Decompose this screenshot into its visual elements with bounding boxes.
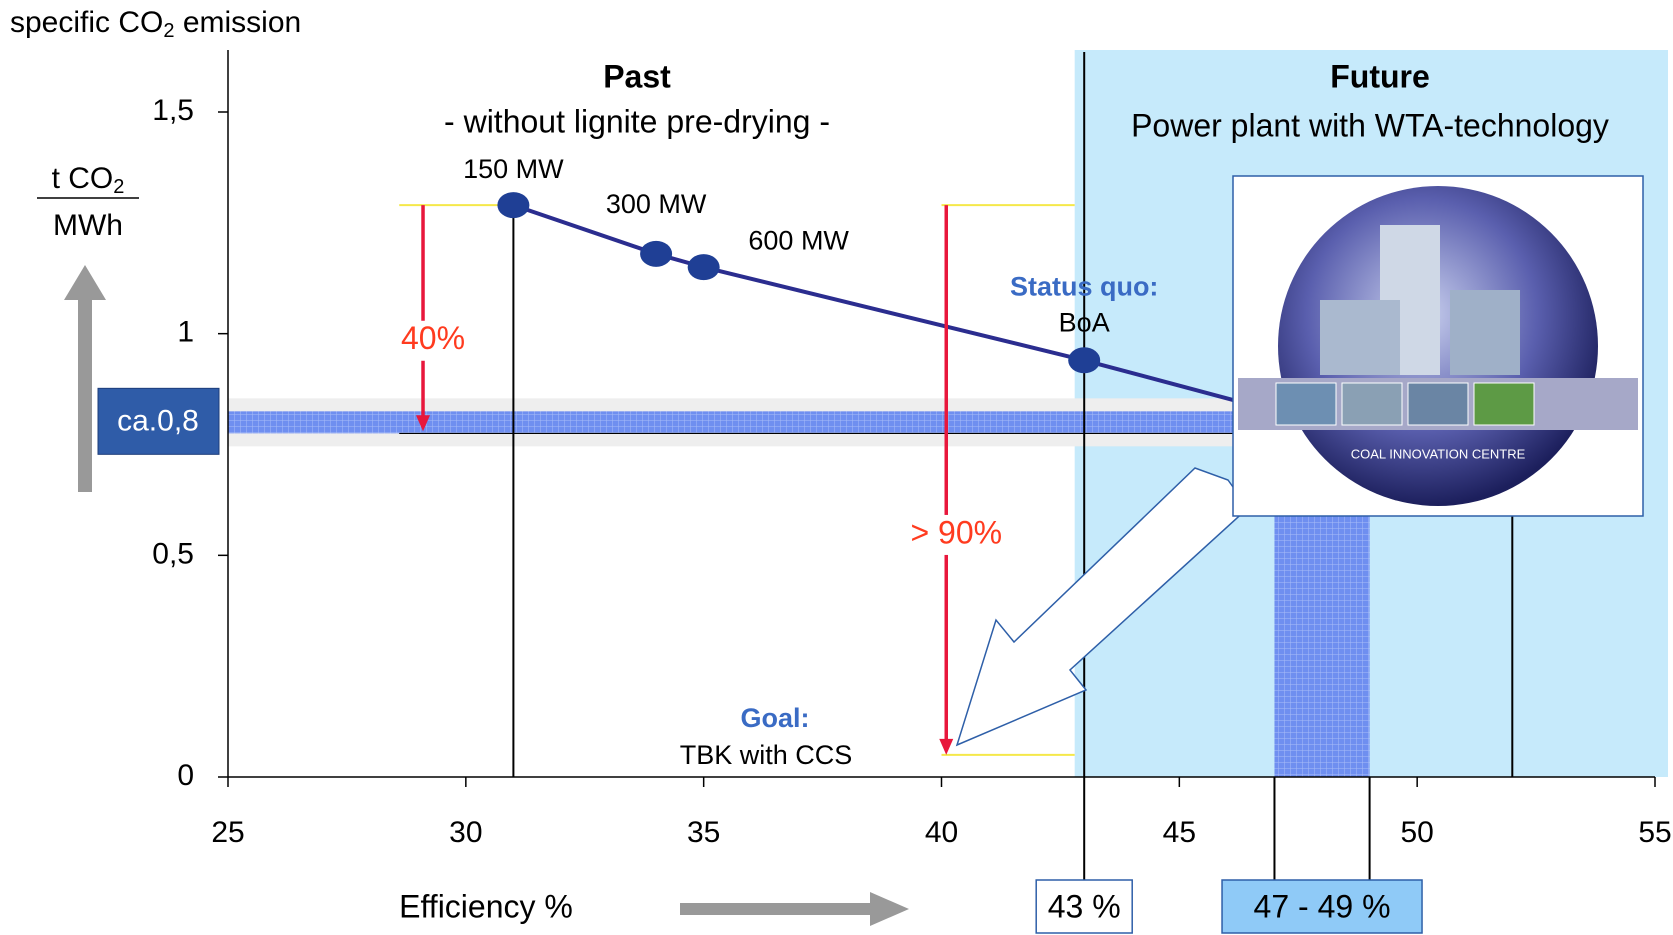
y-unit-part: 2	[113, 176, 124, 198]
status-quo-label: Status quo:	[1010, 271, 1159, 301]
efficiency-label: 47 - 49 %	[1254, 888, 1391, 924]
y-title-part: emission	[175, 6, 302, 39]
x-tick-label: 40	[925, 816, 958, 849]
goal-title: Goal:	[740, 703, 809, 733]
y-tick-label: 1	[177, 316, 194, 349]
x-tick-label: 25	[211, 816, 244, 849]
y-unit-part: t CO	[52, 162, 114, 195]
efficiency-label: 43 %	[1048, 888, 1121, 924]
future-title: Future	[1330, 58, 1430, 94]
y-title-part: specific CO	[10, 6, 163, 39]
x-tick-label: 50	[1400, 816, 1433, 849]
banner-photo	[1342, 383, 1402, 425]
plant-building	[1450, 290, 1520, 375]
y-title: specific CO2 emission	[10, 6, 301, 42]
plant-building	[1320, 300, 1400, 375]
data-point	[640, 241, 672, 267]
x-tick-label: 30	[449, 816, 482, 849]
chart: Future Power plant with WTA-technology Pas…	[0, 0, 1673, 935]
point-label: BoA	[1059, 307, 1110, 337]
up-arrow	[64, 265, 106, 492]
x-tick-label: 45	[1163, 816, 1196, 849]
point-label: 600 MW	[748, 225, 849, 255]
data-point	[497, 192, 529, 218]
x-tick-label: 55	[1638, 816, 1671, 849]
right-arrow	[680, 892, 909, 926]
y-unit-denominator: MWh	[53, 209, 123, 242]
level-band	[228, 411, 1268, 433]
y-title-part: 2	[163, 20, 174, 42]
arrow-head	[939, 739, 953, 755]
y-unit: t CO2	[52, 162, 125, 198]
banner-photo	[1474, 383, 1534, 425]
level-label: ca.0,8	[117, 404, 199, 437]
point-label: 300 MW	[606, 189, 707, 219]
past-subtitle: - without lignite pre-drying -	[444, 103, 830, 139]
goal-text: TBK with CCS	[680, 740, 853, 770]
data-point	[1068, 347, 1100, 373]
efficiency-band	[1274, 516, 1369, 777]
future-subtitle: Power plant with WTA-technology	[1131, 107, 1609, 143]
past-title: Past	[603, 58, 671, 94]
y-tick-label: 0,5	[152, 537, 194, 570]
banner-photo	[1408, 383, 1468, 425]
y-tick-label: 1,5	[152, 94, 194, 127]
image-caption: COAL INNOVATION CENTRE	[1351, 446, 1526, 461]
banner-photo	[1276, 383, 1336, 425]
point-label: 150 MW	[463, 154, 564, 184]
data-point	[688, 254, 720, 280]
reduction-label: 40%	[401, 320, 465, 356]
x-title: Efficiency %	[399, 888, 573, 924]
reduction-label: > 90%	[910, 514, 1002, 550]
y-tick-label: 0	[177, 759, 194, 792]
x-tick-label: 35	[687, 816, 720, 849]
